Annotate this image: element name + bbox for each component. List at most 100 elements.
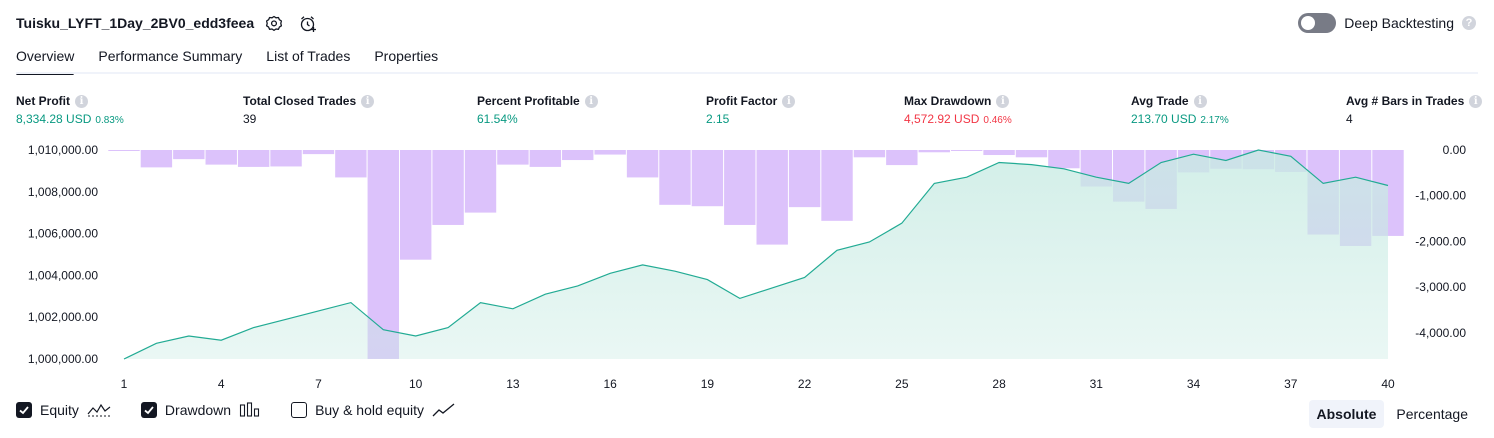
- buy-hold-label: Buy & hold equity: [315, 402, 425, 418]
- info-icon[interactable]: i: [1469, 94, 1483, 108]
- metric-value: 213.70 USD: [1131, 112, 1197, 126]
- x-axis-tick-label: 7: [315, 377, 322, 391]
- left-axis-tick-label: 1,004,000.00: [28, 268, 98, 282]
- x-axis-tick-label: 4: [218, 377, 225, 391]
- scale-mode-switch: Absolute Percentage: [1308, 400, 1477, 428]
- info-icon[interactable]: i: [361, 94, 375, 108]
- drawdown-bar: [724, 150, 756, 225]
- left-axis-tick-label: 1,000,000.00: [28, 352, 98, 366]
- x-axis-tick-label: 40: [1381, 377, 1395, 391]
- equity-checkbox[interactable]: [16, 402, 32, 418]
- metric-value: 8,334.28 USD: [16, 112, 92, 126]
- metric-label: Max Drawdown: [904, 94, 992, 108]
- help-icon[interactable]: ?: [1462, 16, 1476, 30]
- metric-avg-bars: Avg # Bars in Trades i 4: [1346, 94, 1483, 126]
- info-icon[interactable]: i: [782, 94, 796, 108]
- chart-legend: Equity Drawdown Buy & hold equity: [16, 402, 456, 418]
- metric-value: 4: [1346, 112, 1353, 126]
- strategy-title: Tuisku_LYFT_1Day_2BV0_edd3feea: [16, 15, 255, 31]
- metric-label: Avg # Bars in Trades: [1346, 94, 1465, 108]
- drawdown-bar: [788, 150, 821, 208]
- metric-profit-factor: Profit Factor i 2.15: [706, 94, 796, 126]
- x-axis-tick-label: 16: [603, 377, 617, 391]
- deep-backtesting-label: Deep Backtesting: [1344, 15, 1454, 31]
- info-icon[interactable]: i: [1193, 94, 1207, 108]
- drawdown-label: Drawdown: [164, 402, 232, 418]
- absolute-button[interactable]: Absolute: [1308, 400, 1385, 428]
- metric-net-profit: Net Profit i 8,334.28 USD 0.83%: [16, 94, 124, 126]
- legend-equity[interactable]: Equity: [16, 402, 111, 418]
- x-axis-tick-label: 37: [1284, 377, 1298, 391]
- x-axis-tick-label: 34: [1187, 377, 1201, 391]
- metric-avg-trade: Avg Trade i 213.70 USD 2.17%: [1131, 94, 1229, 126]
- drawdown-checkbox[interactable]: [140, 402, 157, 418]
- drawdown-bar: [270, 150, 302, 167]
- equity-label: Equity: [40, 402, 79, 418]
- metric-value: 61.54%: [477, 112, 518, 126]
- right-axis-tick-label: -3,000.00: [1415, 280, 1466, 294]
- metric-label: Avg Trade: [1131, 94, 1189, 108]
- metric-value: 39: [243, 112, 257, 126]
- drawdown-bar: [432, 150, 464, 225]
- drawdown-bar: [464, 150, 497, 213]
- drawdown-bar: [821, 150, 853, 221]
- metric-label: Net Profit: [16, 94, 70, 108]
- drawdown-bar: [886, 150, 918, 166]
- equity-drawdown-chart: 1,010,000.00 1,008,000.00 1,006,000.00 1,00…: [28, 143, 1467, 391]
- legend-buy-hold[interactable]: Buy & hold equity: [291, 402, 456, 418]
- left-axis-tick-label: 1,008,000.00: [28, 185, 98, 199]
- drawdown-bar: [1015, 150, 1048, 158]
- metric-percent: 0.83%: [95, 115, 124, 126]
- drawdown-bar: [1048, 150, 1080, 169]
- drawdown-bar: [173, 150, 205, 160]
- settings-icon[interactable]: [262, 12, 286, 36]
- x-axis-tick-label: 10: [409, 377, 423, 391]
- equity-line: [123, 149, 1389, 360]
- drawdown-bar: [335, 150, 367, 178]
- x-axis-tick-label: 1: [121, 377, 128, 391]
- drawdown-bar: [691, 150, 724, 207]
- percentage-button[interactable]: Percentage: [1396, 406, 1468, 422]
- drawdown-bar: [140, 150, 173, 168]
- tab-overview[interactable]: Overview: [16, 48, 75, 75]
- right-axis-tick-label: 0.00: [1443, 143, 1467, 157]
- left-axis-tick-label: 1,006,000.00: [28, 227, 98, 241]
- tab-divider: [16, 72, 1478, 74]
- x-axis-tick-label: 22: [798, 377, 812, 391]
- x-axis-tick-label: 13: [506, 377, 520, 391]
- metric-label: Total Closed Trades: [243, 94, 357, 108]
- x-axis-tick-label: 31: [1090, 377, 1104, 391]
- metric-percent-profitable: Percent Profitable i 61.54%: [477, 94, 598, 126]
- drawdown-bar: [562, 150, 594, 161]
- drawdown-bar: [205, 150, 237, 165]
- drawdown-bar: [853, 150, 886, 158]
- metric-value: 2.15: [706, 112, 730, 126]
- buy-hold-checkbox[interactable]: [291, 402, 308, 418]
- x-axis-tick-label: 25: [895, 377, 909, 391]
- drawdown-bar: [594, 150, 626, 155]
- drawdown-bar: [108, 150, 140, 151]
- drawdown-bars-icon: [240, 402, 260, 417]
- metric-label: Profit Factor: [706, 94, 778, 108]
- info-icon[interactable]: i: [75, 94, 88, 108]
- alert-clock-icon[interactable]: [296, 12, 320, 36]
- info-icon[interactable]: i: [996, 94, 1010, 108]
- legend-drawdown[interactable]: Drawdown: [140, 402, 261, 418]
- drawdown-bar: [497, 150, 529, 165]
- report-tabs: Overview Performance Summary List of Tra…: [16, 48, 439, 75]
- tab-list-of-trades[interactable]: List of Trades: [266, 48, 351, 64]
- right-axis-tick-label: -1,000.00: [1415, 189, 1466, 203]
- right-axis-tick-label: -4,000.00: [1415, 326, 1466, 340]
- drawdown-bar: [659, 150, 691, 205]
- drawdown-bar: [983, 150, 1015, 156]
- drawdown-bar: [529, 150, 562, 167]
- buy-hold-line-icon: [432, 403, 455, 417]
- tab-properties[interactable]: Properties: [374, 48, 439, 64]
- tab-performance-summary[interactable]: Performance Summary: [98, 48, 243, 64]
- drawdown-bar: [237, 150, 270, 167]
- x-axis-tick-label: 28: [992, 377, 1006, 391]
- metric-percent: 0.46%: [983, 115, 1012, 126]
- deep-backtesting-toggle[interactable]: [1298, 13, 1337, 33]
- equity-line-icon: [87, 403, 111, 417]
- info-icon[interactable]: i: [584, 94, 598, 108]
